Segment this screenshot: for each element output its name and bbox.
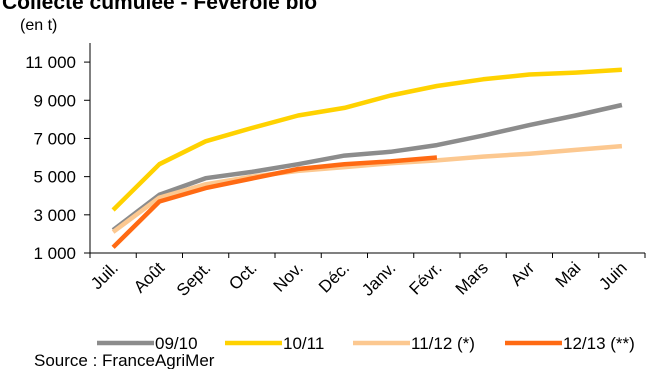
x-tick-label: Déc.	[315, 258, 353, 296]
legend-label: 12/13 (**)	[563, 334, 635, 353]
legend: 09/10 10/11 11/12 (*) 12/13 (**)	[97, 334, 635, 353]
series-line-4	[111, 155, 438, 249]
y-tick-label: 7 000	[33, 129, 76, 148]
x-tick-label: Mai	[552, 258, 585, 291]
y-tick-label: 5 000	[33, 168, 76, 187]
source-note: Source : FranceAgriMer	[34, 351, 215, 369]
y-tick-label: 9 000	[33, 91, 76, 110]
x-tick-label: Avr	[507, 258, 538, 289]
series-line-3	[111, 143, 623, 234]
x-tick-label: Nov.	[270, 258, 307, 295]
x-tick-label: Juil.	[87, 258, 122, 293]
series-line-1	[111, 102, 623, 232]
legend-label: 11/12 (*)	[411, 334, 475, 353]
y-tick-label: 3 000	[33, 206, 76, 225]
x-tick-label: Août	[130, 258, 168, 296]
series-lines	[111, 67, 623, 249]
x-axis-ticks: Juil. Août Sept. Oct. Nov. Déc. Janv. Févr. Mars…	[87, 253, 646, 300]
series-line-2	[111, 67, 623, 212]
x-tick-label: Févr.	[406, 258, 446, 298]
x-tick-label: Janv.	[358, 258, 399, 299]
y-tick-label: 11 000	[25, 53, 76, 72]
x-tick-label: Oct.	[225, 258, 260, 293]
legend-label: 10/11	[283, 334, 324, 353]
y-axis-unit-label: (en t)	[20, 17, 57, 34]
x-tick-label: Sept.	[173, 258, 215, 300]
legend-label: 09/10	[155, 334, 198, 353]
chart-title: Collecte cumulée - Féverole bio	[2, 0, 317, 14]
y-tick-label: 1 000	[33, 244, 76, 263]
x-tick-label: Mars	[452, 258, 492, 298]
x-tick-label: Juin	[595, 258, 630, 293]
y-axis-ticks: 1 000 3 000 5 000 7 000 9 000 11 000	[25, 53, 90, 263]
